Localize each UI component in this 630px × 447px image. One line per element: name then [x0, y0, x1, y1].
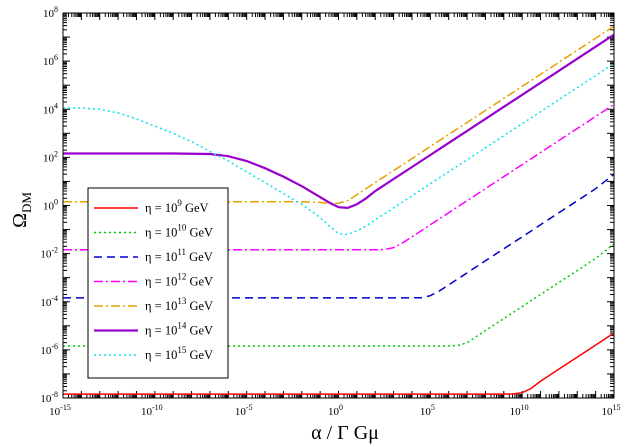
- legend-label-eta-1e14: η = 1014 GeV: [145, 321, 213, 338]
- series-layer: [63, 25, 615, 395]
- x-tick-label: 105: [420, 403, 435, 418]
- y-tick-label: 10-2: [40, 246, 58, 261]
- y-tick-label: 102: [43, 149, 58, 164]
- legend-label-eta-1e13: η = 1013 GeV: [145, 296, 213, 313]
- y-axis-title-sub: DM: [19, 192, 34, 213]
- legend-box: [87, 187, 229, 379]
- legend-label-eta-1e11: η = 1011 GeV: [145, 247, 213, 264]
- series-line-eta-1e14: [63, 33, 615, 210]
- y-tick-label: 10-4: [40, 294, 58, 309]
- legend: η = 109 GeV η = 1010 GeV η = 1011 GeV η = 1…: [87, 187, 229, 379]
- y-axis-title: ΩDM: [9, 192, 34, 228]
- x-axis-title: α / Γ Gμ: [311, 422, 379, 444]
- y-tick-label: 108: [43, 5, 58, 20]
- y-axis-title-main: Ω: [9, 213, 31, 228]
- x-tick-label: 100: [328, 403, 343, 418]
- legend-label-eta-1e10: η = 1010 GeV: [145, 223, 213, 240]
- series-line-eta-1e13: [63, 25, 615, 205]
- x-tick-label: 1015: [602, 403, 621, 418]
- x-tick-label: 10-5: [235, 403, 253, 418]
- y-tick-label: 10-8: [40, 390, 58, 405]
- legend-label-eta-1e9: η = 109 GeV: [145, 198, 209, 215]
- y-tick-label: 106: [43, 53, 58, 68]
- plot-frame: [62, 12, 615, 399]
- y-tick-labels: 10-8 10-6 10-4 10-2 100 102 104 106 108: [40, 5, 58, 405]
- x-tick-labels: 10-15 10-10 10-5 100 105 1010 1015: [49, 403, 620, 418]
- legend-label-eta-1e12: η = 1012 GeV: [145, 272, 213, 289]
- x-tick-label: 10-15: [49, 403, 71, 418]
- series-line-eta-1e12: [63, 103, 615, 251]
- y-tick-label: 10-6: [40, 342, 58, 357]
- series-line-eta-1e11: [63, 173, 615, 299]
- legend-label-eta-1e15: η = 1015 GeV: [145, 345, 213, 362]
- x-tick-label: 10-10: [141, 403, 163, 418]
- legend-items: η = 109 GeV η = 1010 GeV η = 1011 GeV η = 1…: [94, 198, 213, 362]
- x-tick-label: 1010: [510, 403, 529, 418]
- y-tick-label: 104: [43, 101, 58, 116]
- y-tick-label: 100: [43, 198, 58, 213]
- series-line-eta-1e9: [63, 332, 615, 395]
